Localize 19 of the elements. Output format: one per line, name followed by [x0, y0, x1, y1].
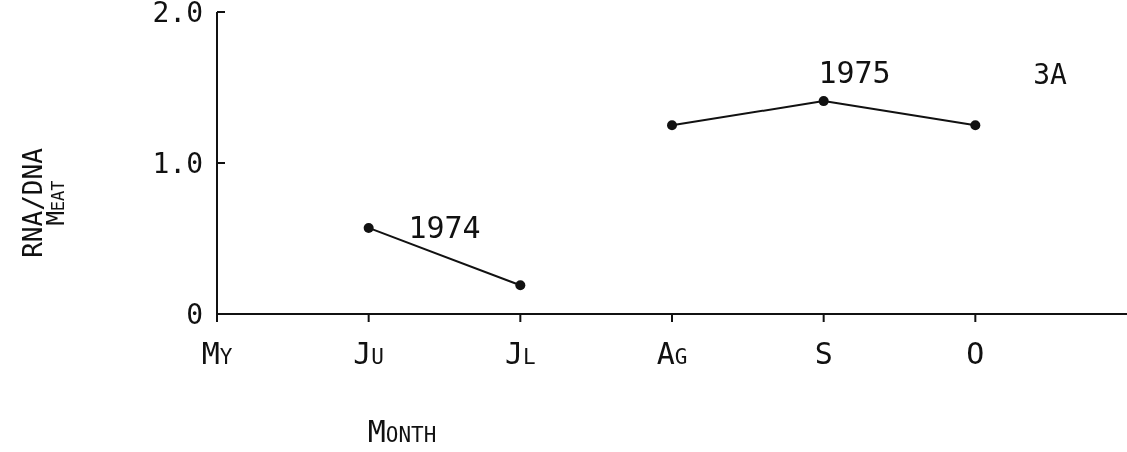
point: [667, 120, 677, 131]
y-tick-label: 0: [186, 298, 203, 331]
y-tick-label: 2.0: [152, 0, 203, 29]
y-tick-label: 1.0: [152, 147, 203, 180]
x-tick-label: S: [814, 336, 833, 371]
y-axis-title: RNA/DNA Meat: [18, 147, 70, 258]
point: [363, 222, 374, 233]
x-tick-label: Jl: [504, 336, 536, 371]
point: [970, 120, 981, 131]
x-tick-label: O: [966, 336, 985, 371]
point: [515, 280, 526, 291]
x-tick-label: My: [201, 336, 233, 371]
x-tick-label: Ju: [353, 336, 385, 371]
x-tick-label: Ag: [656, 336, 688, 371]
series-label: 1975: [818, 55, 891, 91]
annotation: 3A: [1033, 58, 1067, 91]
x-axis-title: Month: [367, 414, 437, 449]
point: [818, 96, 829, 107]
series-label: 1974: [408, 209, 481, 245]
